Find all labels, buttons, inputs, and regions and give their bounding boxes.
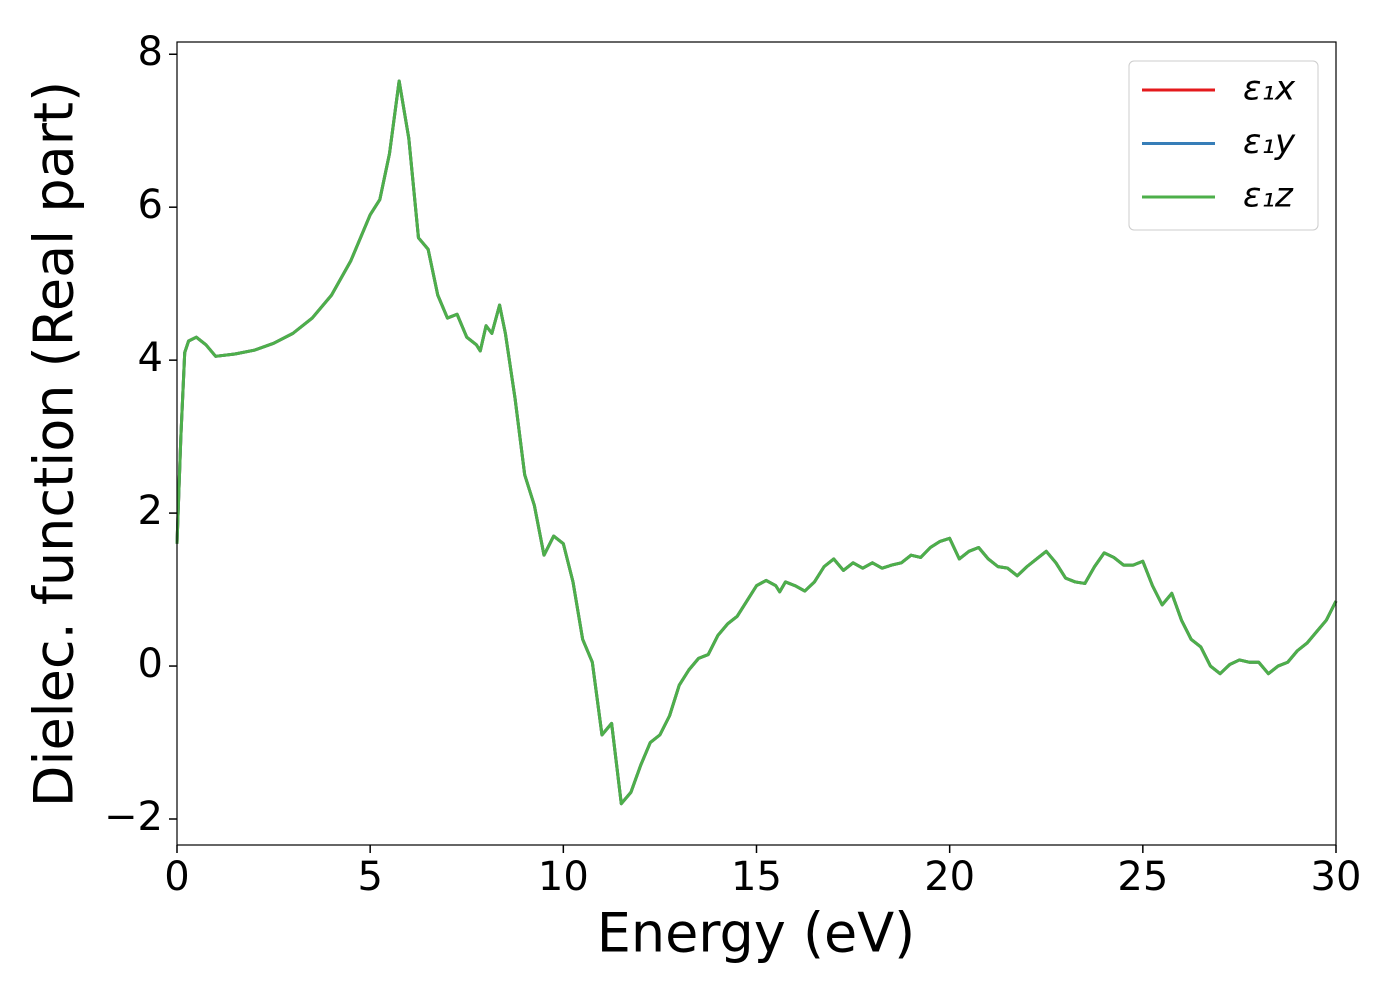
x-tick-label: 20 bbox=[924, 854, 975, 900]
plot-frame bbox=[176, 41, 1337, 846]
x-axis-label: Energy (eV) bbox=[597, 902, 916, 965]
x-tick-label: 25 bbox=[1117, 854, 1168, 900]
series-line bbox=[175, 79, 1338, 806]
y-axis-label: Dielec. function (Real part) bbox=[23, 81, 86, 807]
x-tick-label: 0 bbox=[164, 854, 189, 900]
x-tick-label: 30 bbox=[1311, 854, 1362, 900]
y-tick-label: 0 bbox=[138, 641, 163, 687]
x-tick-label: 10 bbox=[538, 854, 589, 900]
y-tick-label: 2 bbox=[138, 488, 163, 534]
y-tick-label: −2 bbox=[104, 794, 163, 840]
y-tick-label: 8 bbox=[138, 29, 163, 75]
legend-box bbox=[1128, 60, 1319, 231]
y-tick-label: 6 bbox=[138, 182, 163, 228]
legend-label: ε₁z bbox=[1243, 176, 1294, 216]
legend-label: ε₁x bbox=[1243, 69, 1296, 109]
x-tick-label: 5 bbox=[357, 854, 382, 900]
legend-label: ε₁y bbox=[1243, 122, 1296, 162]
y-tick-label: 4 bbox=[138, 335, 163, 381]
x-tick-label: 15 bbox=[731, 854, 782, 900]
